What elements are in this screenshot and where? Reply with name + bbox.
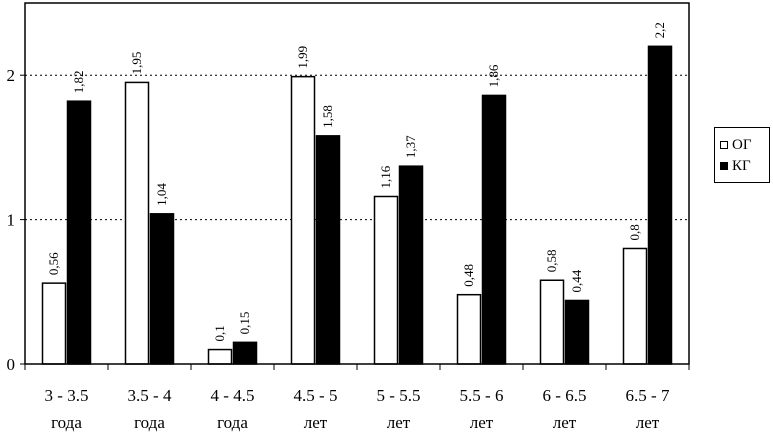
plot-border: [24, 2, 690, 365]
x-category-line: лет: [636, 413, 660, 432]
legend-label-og: ОГ: [732, 136, 752, 153]
bar-og: [373, 195, 399, 365]
x-category-line: лет: [387, 413, 411, 432]
data-label-og: 1,99: [295, 46, 310, 69]
data-label-kg: 0,44: [569, 269, 584, 292]
legend-swatch-kg: [720, 162, 728, 170]
data-label-kg: 2,2: [652, 22, 667, 38]
x-category-label: 6 - 6.5 лет: [543, 386, 587, 432]
bar-kg: [232, 341, 258, 365]
x-category-label: 5 - 5.5 лет: [377, 386, 421, 432]
x-category-line: 5 - 5.5: [377, 386, 421, 405]
legend-swatch-og: [720, 141, 728, 149]
x-category-label: 6.5 - 7 лет: [626, 386, 670, 432]
x-category-line: лет: [553, 413, 577, 432]
x-category-line: 3 - 3.5: [45, 386, 89, 405]
bar-kg: [66, 100, 92, 365]
bar-og: [207, 348, 233, 365]
data-label-kg: 1,04: [154, 183, 169, 206]
data-label-og: 1,95: [129, 52, 144, 75]
legend-item-og: ОГ: [720, 136, 752, 154]
legend-label-kg: КГ: [732, 157, 751, 174]
data-label-og: 1,16: [378, 165, 393, 188]
data-label-og: 0,48: [461, 264, 476, 287]
x-axis: 3 - 3.5 года 3.5 - 4 года 4 - 4.5 года 4.5 - 5…: [24, 364, 690, 432]
data-label-og: 0,56: [46, 252, 61, 275]
bar-og: [41, 282, 67, 365]
legend-item-kg: КГ: [720, 157, 751, 175]
gridlines: [25, 74, 689, 221]
x-category-label: 5.5 - 6 лет: [460, 386, 504, 432]
x-category-label: 3 - 3.5 года: [45, 386, 89, 432]
bar-kg: [564, 299, 590, 365]
data-label-kg: 1,37: [403, 135, 418, 158]
x-category-line: года: [51, 413, 82, 432]
x-category-line: 6.5 - 7: [626, 386, 670, 405]
bar-og: [290, 75, 316, 365]
data-label-kg: 0,15: [237, 312, 252, 335]
y-tick-label: 2: [7, 66, 16, 85]
bars: [41, 45, 673, 365]
x-category-line: лет: [304, 413, 328, 432]
bar-og: [622, 247, 648, 365]
x-category-label: 4.5 - 5 лет: [294, 386, 338, 432]
data-label-og: 0,8: [627, 224, 642, 240]
bar-kg: [481, 94, 507, 365]
bar-og: [124, 81, 150, 365]
data-label-kg: 1,86: [486, 64, 501, 87]
y-axis: 0 1 2: [7, 66, 25, 374]
x-category-line: 5.5 - 6: [460, 386, 504, 405]
legend: ОГ КГ: [714, 127, 770, 183]
x-category-line: 4 - 4.5: [211, 386, 255, 405]
data-label-kg: 1,82: [71, 70, 86, 93]
bar-kg: [398, 165, 424, 365]
bar-kg: [647, 45, 673, 365]
y-tick-label: 0: [7, 355, 16, 374]
x-category-line: лет: [470, 413, 494, 432]
bar-og: [539, 279, 565, 365]
bar-kg: [315, 135, 341, 365]
data-labels: 0,56 1,82 1,95 1,04 0,1 0,15 1,99 1,58 1,16 1,37 0…: [46, 22, 667, 341]
data-label-kg: 1,58: [320, 105, 335, 128]
x-category-label: 3.5 - 4 года: [128, 386, 172, 432]
data-label-og: 0,58: [544, 249, 559, 272]
x-category-label: 4 - 4.5 года: [211, 386, 255, 432]
x-category-line: года: [217, 413, 248, 432]
y-tick-label: 1: [7, 211, 16, 230]
x-category-line: года: [134, 413, 165, 432]
x-category-line: 4.5 - 5: [294, 386, 338, 405]
x-category-line: 6 - 6.5: [543, 386, 587, 405]
bar-og: [456, 293, 482, 365]
data-label-og: 0,1: [212, 325, 227, 341]
bar-kg: [149, 213, 175, 365]
plot-frame: [24, 2, 690, 365]
x-category-line: 3.5 - 4: [128, 386, 172, 405]
